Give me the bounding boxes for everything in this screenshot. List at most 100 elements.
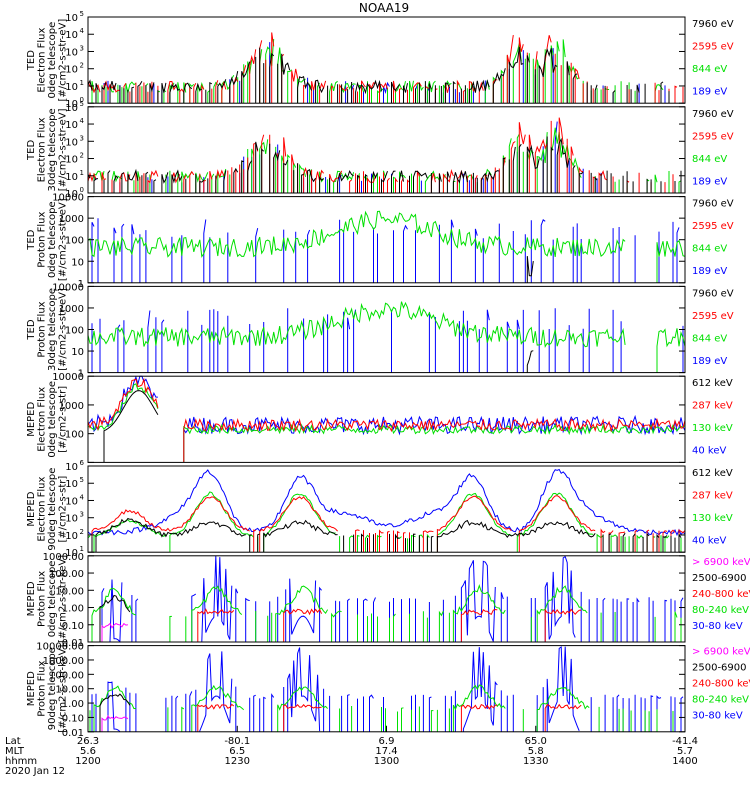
x-tick-label: 5.7 xyxy=(677,746,693,757)
panel-7-ylabel-line-1: MEPED xyxy=(26,581,37,616)
panel-3-legend-entry: 189 eV xyxy=(692,266,727,277)
panel-2-legend-entry: 7960 eV xyxy=(692,109,734,120)
x-row-label-lat: Lat xyxy=(5,736,21,747)
panel-7-legend-entry: 30-80 keV xyxy=(692,621,743,632)
panel-4-series-7960-ev xyxy=(526,350,534,373)
panel-7: 0.01 0.10 1.00 10.00 100.00 1000.00 MEPED Proto… xyxy=(26,552,750,649)
panel-4-ylabel-line-2: Proton Flux xyxy=(37,301,48,357)
panel-6-ytick-label: 10 xyxy=(65,479,78,490)
panel-6-ytick-exponent: 5 xyxy=(80,476,84,484)
x-tick-label: 6.5 xyxy=(229,746,245,757)
x-tick-label: 5.8 xyxy=(528,746,544,757)
panel-6-ytick-label: 10 xyxy=(65,514,78,525)
panel-8-series-2500-6900 xyxy=(99,693,131,732)
panel-2-ylabel-line-2: Electron Flux xyxy=(37,117,48,182)
panel-3-ytick-label: 100 xyxy=(65,236,84,247)
panel-7-ylabel-line-3: 0deg telescope xyxy=(47,561,58,638)
panel-8-ylabel-line-3: 90deg telescope xyxy=(47,647,58,730)
panel-2-series-2595-ev xyxy=(87,117,674,193)
panel-6-legend-entry: 287 keV xyxy=(692,491,733,502)
panel-7-ytick-label: 0.10 xyxy=(62,621,84,632)
panel-5-ylabel-line-1: MEPED xyxy=(26,402,37,437)
panel-4-ytick-label: 1000 xyxy=(59,304,84,315)
panel-6-frame xyxy=(87,465,686,553)
panel-4: 1 10 100 1000 10000 TED Proton Flux 30deg teles… xyxy=(26,282,734,379)
panel-1-ytick-exponent: 2 xyxy=(80,62,84,70)
panel-8-ytick-label: 1000.00 xyxy=(43,656,84,667)
panel-2-ytick-exponent: 3 xyxy=(80,134,84,142)
x-tick-label: 6.9 xyxy=(379,736,395,747)
panel-8-legend-entry: 2500-6900 xyxy=(692,663,747,674)
panel-5-legend-entry: 130 keV xyxy=(692,423,733,434)
panel-7-frame xyxy=(87,555,686,643)
panel-8-legend-entry: 240-800 keV xyxy=(692,679,750,690)
x-tick-label: 5.6 xyxy=(80,746,96,757)
panel-8-legend-entry: 80-240 keV xyxy=(692,695,749,706)
panel-6-ytick-exponent: 3 xyxy=(80,511,84,519)
panel-6-legend-entry: 612 keV xyxy=(692,468,733,479)
chart-title: NOAA19 xyxy=(359,1,409,15)
panel-1-legend-entry: 7960 eV xyxy=(692,19,734,30)
x-tick-label: 26.3 xyxy=(77,736,99,747)
panel-1-ytick-exponent: 4 xyxy=(80,27,85,35)
panel-8-legend-entry: > 6900 keV xyxy=(692,647,750,658)
panel-7-series-30-80-kev xyxy=(87,555,684,643)
panel-6-legend-entry: 130 keV xyxy=(692,513,733,524)
panel-2-ytick-label: 10 xyxy=(65,172,78,183)
panel-1-ytick-label: 10 xyxy=(65,99,78,110)
panel-7-legend-entry: 2500-6900 xyxy=(692,573,747,584)
panel-1-ytick-exponent: 0 xyxy=(80,96,84,104)
panel-2-legend-entry: 2595 eV xyxy=(692,131,734,142)
panel-2-ytick-exponent: 2 xyxy=(80,152,84,160)
panel-6-legend-entry: 40 keV xyxy=(692,536,726,547)
panel-6-ytick-label: 10 xyxy=(65,531,78,542)
panel-2-series-844-ev xyxy=(87,127,682,193)
panel-1-legend-entry: 844 eV xyxy=(692,64,727,75)
panel-3-ytick-label: 10 xyxy=(71,257,84,268)
panel-7-ytick-label: 1000.00 xyxy=(43,552,84,563)
panel-6-ytick-label: 10 xyxy=(65,548,78,559)
panel-6-ytick-label: 10 xyxy=(65,496,78,507)
panel-3-series-844-ev xyxy=(87,210,686,283)
panel-7-ylabel-line-2: Proton Flux xyxy=(37,571,48,627)
panel-3-ylabel-line-4: [#/cm2-s-str-eV] xyxy=(58,198,69,281)
x-tick-label: 17.4 xyxy=(375,746,397,757)
panel-2-ylabel-line-4: [#/cm2-s-str-eV] xyxy=(58,108,69,191)
panel-8-ylabel-line-4: [#/cm2-s-str-keV] xyxy=(58,644,69,732)
x-row-label-mlt: MLT xyxy=(5,746,25,757)
x-tick-label: 1230 xyxy=(225,756,250,767)
panel-8-ylabel-line-2: Proton Flux xyxy=(37,661,48,717)
panel-7-series-2500-6900 xyxy=(99,594,131,642)
panel-1-series-189-ev xyxy=(103,42,666,104)
panel-1-frame xyxy=(87,16,686,104)
panel-1-legend-entry: 189 eV xyxy=(692,87,727,98)
panel-6-ylabel-line-3: 90deg telescope xyxy=(47,468,58,551)
panel-2-legend-entry: 844 eV xyxy=(692,154,727,165)
panel-3-ylabel-line-2: Proton Flux xyxy=(37,212,48,268)
x-tick-label: 1300 xyxy=(374,756,399,767)
panel-6-series-287-kev xyxy=(87,495,686,553)
panel-3-legend-entry: 844 eV xyxy=(692,244,727,255)
panel-3-ylabel-line-1: TED xyxy=(26,229,37,250)
panel-8-ytick-label: 0.01 xyxy=(62,728,84,739)
panel-3: 1 10 100 1000 10000 TED Proton Flux 0deg telesc… xyxy=(26,193,734,290)
panel-1-ytick-label: 10 xyxy=(65,30,78,41)
panel-1-ytick-exponent: 5 xyxy=(80,10,84,18)
panel-3-ytick-label: 1 xyxy=(78,279,84,290)
panel-4-ylabel-line-1: TED xyxy=(26,319,37,340)
panel-8-legend-entry: 30-80 keV xyxy=(692,711,743,722)
panel-6-ylabel-line-1: MEPED xyxy=(26,491,37,526)
panel-8-ytick-label: 0.10 xyxy=(62,713,84,724)
panel-2-ytick-label: 10 xyxy=(65,155,78,166)
panel-8: 0.01 0.10 1.00 10.00 100.00 1000.00 10000.00 ME… xyxy=(26,642,750,739)
panel-4-legend-entry: 844 eV xyxy=(692,333,727,344)
panel-7-ytick-label: 100.00 xyxy=(49,569,84,580)
panel-4-ylabel-line-4: [#/cm2-s-str-eV] xyxy=(58,288,69,371)
panel-3-series-189-ev xyxy=(91,218,680,283)
panel-1-ylabel-line-2: Electron Flux xyxy=(37,28,48,93)
panel-1-ytick-exponent: 3 xyxy=(80,44,84,52)
panel-5-series-287-kev xyxy=(87,377,686,463)
x-tick-label: -41.4 xyxy=(672,736,698,747)
